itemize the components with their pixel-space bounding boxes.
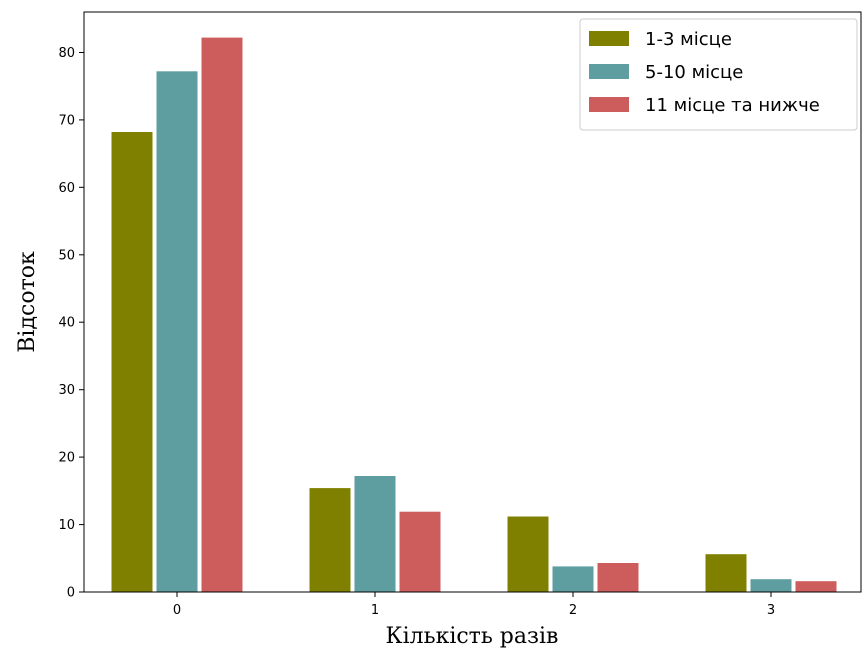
- bar-series-1-category-3: [705, 554, 747, 592]
- y-tick-label: 80: [58, 46, 75, 61]
- bar-series-1-category-2: [507, 516, 549, 592]
- y-tick-label: 70: [58, 113, 75, 128]
- legend: 1-3 місце 5-10 місце 11 місце та нижче: [579, 18, 858, 131]
- legend-label-3: 11 місце та нижче: [645, 95, 820, 116]
- x-tick-label: 1: [371, 603, 379, 618]
- legend-items: 1-3 місце 5-10 місце 11 місце та нижче: [589, 29, 820, 116]
- legend-swatch-2: [589, 64, 629, 79]
- bar-series-1-category-0: [111, 132, 153, 592]
- bar-series-2-category-0: [156, 71, 198, 593]
- y-axis-ticks: 0 10 20 30 40 50 60 70 80: [58, 46, 84, 601]
- plot-frame: [83, 11, 862, 593]
- x-axis-ticks: 0 1 2 3: [173, 592, 775, 618]
- y-tick-label: 10: [58, 518, 75, 533]
- legend-label-1: 1-3 місце: [645, 29, 732, 50]
- bar-series-3-category-2: [597, 563, 639, 592]
- bar-series-2-category-2: [552, 566, 594, 592]
- y-tick-label: 50: [58, 248, 75, 263]
- x-tick-label: 3: [767, 603, 775, 618]
- bars-layer: [111, 37, 837, 593]
- bar-series-1-category-1: [309, 488, 351, 592]
- x-tick-label: 0: [173, 603, 181, 618]
- legend-box: [579, 18, 858, 131]
- y-tick-label: 0: [67, 586, 75, 601]
- y-axis-label: Відсоток: [15, 251, 40, 353]
- legend-swatch-3: [589, 97, 629, 112]
- bar-series-3-category-3: [795, 581, 837, 592]
- x-axis-label: Кількість разів: [386, 624, 559, 649]
- y-tick-label: 20: [58, 451, 75, 466]
- y-tick-label: 30: [58, 383, 75, 398]
- y-tick-label: 60: [58, 181, 75, 196]
- legend-swatch-1: [589, 31, 629, 46]
- legend-label-2: 5-10 місце: [645, 62, 743, 83]
- x-tick-label: 2: [569, 603, 577, 618]
- bar-series-2-category-1: [354, 476, 396, 592]
- bar-series-3-category-0: [201, 37, 243, 593]
- bar-series-3-category-1: [399, 511, 441, 592]
- bar-series-2-category-3: [750, 579, 792, 592]
- y-tick-label: 40: [58, 316, 75, 331]
